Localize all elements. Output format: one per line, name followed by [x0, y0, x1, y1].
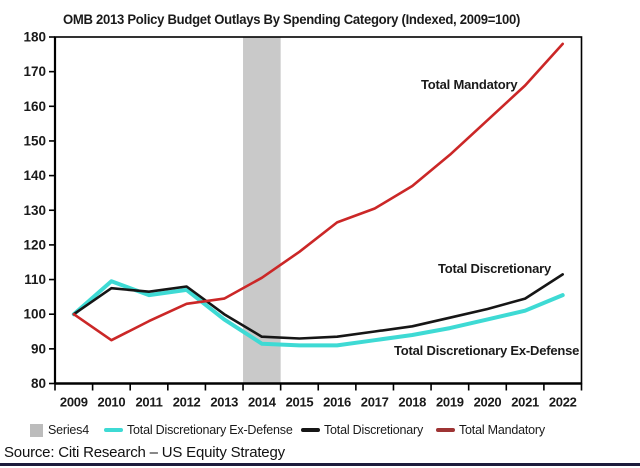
x-tick-label: 2009 — [60, 395, 88, 410]
x-tick-label: 2015 — [286, 395, 314, 410]
x-tick-label: 2016 — [323, 395, 351, 410]
x-tick-label: 2017 — [361, 395, 389, 410]
series4-swatch-icon — [30, 423, 43, 437]
y-tick-label: 150 — [23, 133, 46, 148]
x-tick-label: 2020 — [474, 395, 502, 410]
y-tick-label: 120 — [23, 237, 46, 252]
legend-label-mandatory: Total Mandatory — [459, 423, 545, 437]
bottom-divider — [0, 463, 640, 466]
y-tick-label: 180 — [23, 30, 46, 45]
y-tick-label: 130 — [23, 203, 46, 218]
x-tick-label: 2012 — [173, 395, 201, 410]
legend-label-series4: Series4 — [48, 423, 89, 437]
y-tick-label: 100 — [23, 307, 46, 322]
y-tick-label: 160 — [23, 99, 46, 114]
y-tick-label: 80 — [31, 376, 46, 391]
x-tick-label: 2022 — [549, 395, 577, 410]
legend-label-discretionary: Total Discretionary — [324, 423, 424, 437]
y-tick-label: 90 — [31, 341, 46, 356]
legend-item-series4: Series4 — [30, 421, 89, 439]
y-tick-label: 110 — [24, 272, 46, 287]
source-attribution: Source: Citi Research – US Equity Strate… — [4, 444, 285, 461]
series4-band — [243, 37, 281, 384]
x-tick-label: 2014 — [248, 395, 277, 410]
chart-title: OMB 2013 Policy Budget Outlays By Spendi… — [63, 12, 521, 27]
y-tick-label: 140 — [23, 168, 46, 183]
discretionary-line-swatch-icon — [301, 428, 320, 432]
x-tick-label: 2018 — [398, 395, 426, 410]
line-total-discretionary — [72, 273, 565, 340]
line-total-mandatory — [72, 42, 565, 342]
x-tick-label: 2013 — [210, 395, 238, 410]
chart-svg: 80 90 100 110 120 130 140 150 160 170 180 2009 2010 2… — [23, 30, 583, 410]
x-tick-label: 2010 — [98, 395, 126, 410]
legend-label-ex-defense: Total Discretionary Ex-Defense — [127, 423, 293, 437]
x-tick-label: 2011 — [136, 395, 163, 410]
annotation-total-discretionary: Total Discretionary — [438, 261, 551, 276]
legend-item-discretionary: Total Discretionary — [301, 421, 423, 439]
line-total-discretionary-ex-defense — [71, 279, 565, 348]
annotation-total-discretionary-ex-defense: Total Discretionary Ex-Defense — [394, 343, 580, 358]
y-tick-label: 170 — [23, 64, 46, 79]
legend-item-ex-defense: Total Discretionary Ex-Defense — [104, 421, 293, 439]
chart-legend: Series4 Total Discretionary Ex-Defense T… — [0, 421, 640, 439]
x-tick-label: 2021 — [511, 395, 539, 410]
x-tick-label: 2019 — [436, 395, 464, 410]
ex-defense-line-swatch-icon — [104, 428, 123, 432]
mandatory-line-swatch-icon — [436, 428, 455, 432]
annotation-total-mandatory: Total Mandatory — [421, 77, 518, 92]
legend-item-mandatory: Total Mandatory — [436, 421, 545, 439]
